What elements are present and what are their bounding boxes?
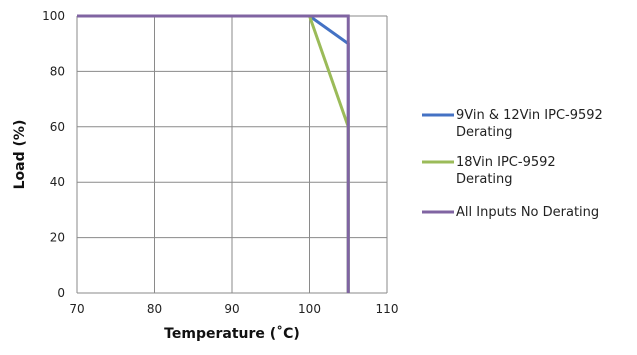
y-tick-label: 20 [50,231,65,245]
legend-label-1: Derating [456,125,513,140]
y-tick-label: 40 [50,175,65,189]
x-tick-label: 100 [298,302,321,316]
legend-label-2: Derating [456,172,513,187]
legend-label-1: 9Vin & 12Vin IPC-9592 [456,108,603,123]
x-tick-label: 70 [69,302,84,316]
series-line-3 [77,14,350,293]
grid [76,15,388,294]
y-tick-label: 80 [50,64,65,78]
x-axis-title: Temperature (˚C) [164,325,300,342]
y-tick-label: 100 [42,9,65,23]
y-tick-label: 60 [50,120,65,134]
tick-labels: 70 80 90 100 110 0 20 40 60 80 100 [42,9,398,316]
y-tick-label: 0 [57,286,65,300]
series-line-1 [77,14,350,293]
y-axis-title: Load (%) [12,120,28,190]
legend-label-2: 18Vin IPC-9592 [456,155,556,170]
series-line-2 [77,14,350,293]
x-tick-label: 110 [376,302,399,316]
x-tick-label: 90 [224,302,239,316]
x-tick-label: 80 [147,302,162,316]
legend: 9Vin & 12Vin IPC-9592 Derating 18Vin IPC-9… [422,108,603,220]
series-lines [77,14,350,293]
legend-label-3: All Inputs No Derating [456,205,599,220]
